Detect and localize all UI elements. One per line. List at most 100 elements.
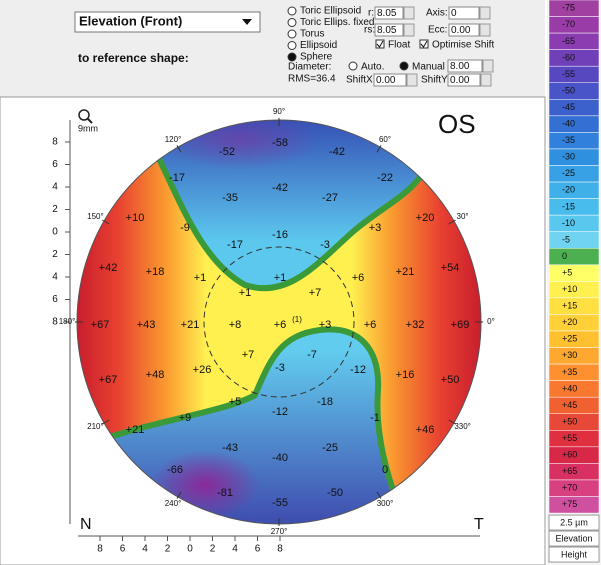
angle-label: 120° bbox=[165, 135, 182, 144]
elevation-value: +26 bbox=[193, 364, 212, 376]
spinner[interactable] bbox=[406, 73, 418, 87]
radio-label: Ellipsoid bbox=[300, 40, 337, 51]
angle-label: 330° bbox=[454, 422, 471, 431]
scale-label: +55 bbox=[562, 433, 577, 443]
elevation-value: +10 bbox=[126, 212, 145, 224]
elevation-value: +67 bbox=[91, 319, 110, 331]
elevation-value: +21 bbox=[126, 424, 145, 436]
elevation-value: +1 bbox=[274, 272, 287, 284]
scale-label: -10 bbox=[562, 218, 575, 228]
x-tick-label: 2 bbox=[165, 544, 171, 555]
input-field[interactable] bbox=[447, 59, 483, 73]
elevation-value: +7 bbox=[242, 349, 255, 361]
elevation-value: -12 bbox=[272, 406, 288, 418]
radio[interactable] bbox=[287, 29, 297, 39]
scale-label: +30 bbox=[562, 350, 577, 360]
zoom-icon[interactable] bbox=[78, 109, 90, 121]
elevation-value: -22 bbox=[377, 172, 393, 184]
y-tick-label: 4 bbox=[52, 182, 58, 193]
scale-footer-text: 2.5 µm bbox=[560, 517, 588, 527]
radio[interactable] bbox=[287, 6, 297, 16]
elevation-value: +6 bbox=[274, 319, 287, 331]
scale-label: +40 bbox=[562, 383, 577, 393]
checkbox[interactable] bbox=[375, 39, 385, 49]
y-tick-label: 6 bbox=[52, 159, 58, 170]
temporal-label: T bbox=[474, 516, 484, 533]
checkbox[interactable] bbox=[419, 39, 429, 49]
y-tick-label: 6 bbox=[52, 294, 58, 305]
scale-label: -75 bbox=[562, 3, 575, 13]
input-value: 8.05 bbox=[377, 8, 397, 19]
x-tick-label: 8 bbox=[277, 544, 283, 555]
scale-label: -65 bbox=[562, 36, 575, 46]
angle-label: 270° bbox=[271, 527, 288, 536]
dropdown[interactable] bbox=[74, 11, 261, 33]
elevation-value: (1) bbox=[292, 315, 302, 324]
radio[interactable] bbox=[287, 52, 297, 62]
angle-label: 150° bbox=[87, 212, 104, 221]
input-field[interactable] bbox=[447, 73, 481, 87]
spinner[interactable] bbox=[403, 23, 415, 37]
elevation-value: -12 bbox=[350, 364, 366, 376]
spinner[interactable] bbox=[480, 73, 492, 87]
radio[interactable] bbox=[287, 18, 297, 27]
radio[interactable] bbox=[348, 61, 358, 71]
elevation-value: +8 bbox=[229, 319, 242, 331]
elevation-value: -9 bbox=[180, 222, 190, 234]
field-label: Ecc: bbox=[428, 25, 447, 36]
scale-swatch bbox=[548, 231, 600, 249]
angle-tick bbox=[102, 219, 110, 225]
x-tick-label: 4 bbox=[232, 544, 238, 555]
scale-label: -45 bbox=[562, 102, 575, 112]
elevation-value: -17 bbox=[169, 172, 185, 184]
spinner[interactable] bbox=[482, 59, 494, 73]
elevation-value: +54 bbox=[441, 262, 460, 274]
elevation-value: +67 bbox=[99, 374, 118, 386]
spinner[interactable] bbox=[479, 23, 491, 37]
scale-label: +50 bbox=[562, 416, 577, 426]
elevation-value: +1 bbox=[239, 287, 252, 299]
radio[interactable] bbox=[287, 41, 297, 50]
scale-label: -15 bbox=[562, 201, 575, 211]
input-field[interactable] bbox=[374, 23, 404, 37]
scale-footer-text: Height bbox=[561, 549, 588, 559]
field-label: Diameter: bbox=[288, 62, 331, 73]
elevation-value: -55 bbox=[272, 497, 288, 509]
radio-label: Toric Ellipsoid bbox=[300, 6, 361, 17]
elevation-value: +42 bbox=[99, 262, 118, 274]
scale-swatch bbox=[548, 264, 600, 282]
scale-label: -35 bbox=[562, 135, 575, 145]
input-field[interactable] bbox=[374, 6, 404, 20]
elevation-value: +5 bbox=[229, 396, 242, 408]
elevation-value: +16 bbox=[396, 369, 415, 381]
scale-footer[interactable] bbox=[548, 530, 600, 547]
scale-label: +75 bbox=[562, 499, 577, 509]
scale-swatch bbox=[548, 248, 600, 266]
scale-label: -55 bbox=[562, 69, 575, 79]
elevation-value: -25 bbox=[322, 442, 338, 454]
angle-tick bbox=[448, 419, 456, 425]
elevation-value: +1 bbox=[194, 272, 207, 284]
zoom-icon[interactable] bbox=[87, 118, 93, 124]
scale-footer[interactable] bbox=[548, 546, 600, 563]
scale-label: +70 bbox=[562, 483, 577, 493]
elevation-value: +69 bbox=[451, 319, 470, 331]
scale-label: -25 bbox=[562, 168, 575, 178]
x-tick-label: 4 bbox=[142, 544, 148, 555]
scale-label: -40 bbox=[562, 119, 575, 129]
spinner[interactable] bbox=[403, 6, 415, 20]
angle-tick bbox=[176, 491, 182, 499]
elevation-value: +43 bbox=[137, 319, 156, 331]
input-field[interactable] bbox=[373, 73, 407, 87]
radio-label: Sphere bbox=[300, 52, 333, 63]
spinner[interactable] bbox=[479, 6, 491, 20]
angle-tick bbox=[102, 419, 110, 425]
y-tick-label: 8 bbox=[52, 317, 58, 328]
x-tick-label: 6 bbox=[120, 544, 126, 555]
nasal-label: N bbox=[80, 516, 92, 533]
radio[interactable] bbox=[399, 61, 409, 71]
scale-footer-text: Elevation bbox=[555, 533, 592, 543]
input-field[interactable] bbox=[448, 23, 480, 37]
angle-tick bbox=[176, 145, 182, 153]
input-field[interactable] bbox=[448, 6, 480, 20]
